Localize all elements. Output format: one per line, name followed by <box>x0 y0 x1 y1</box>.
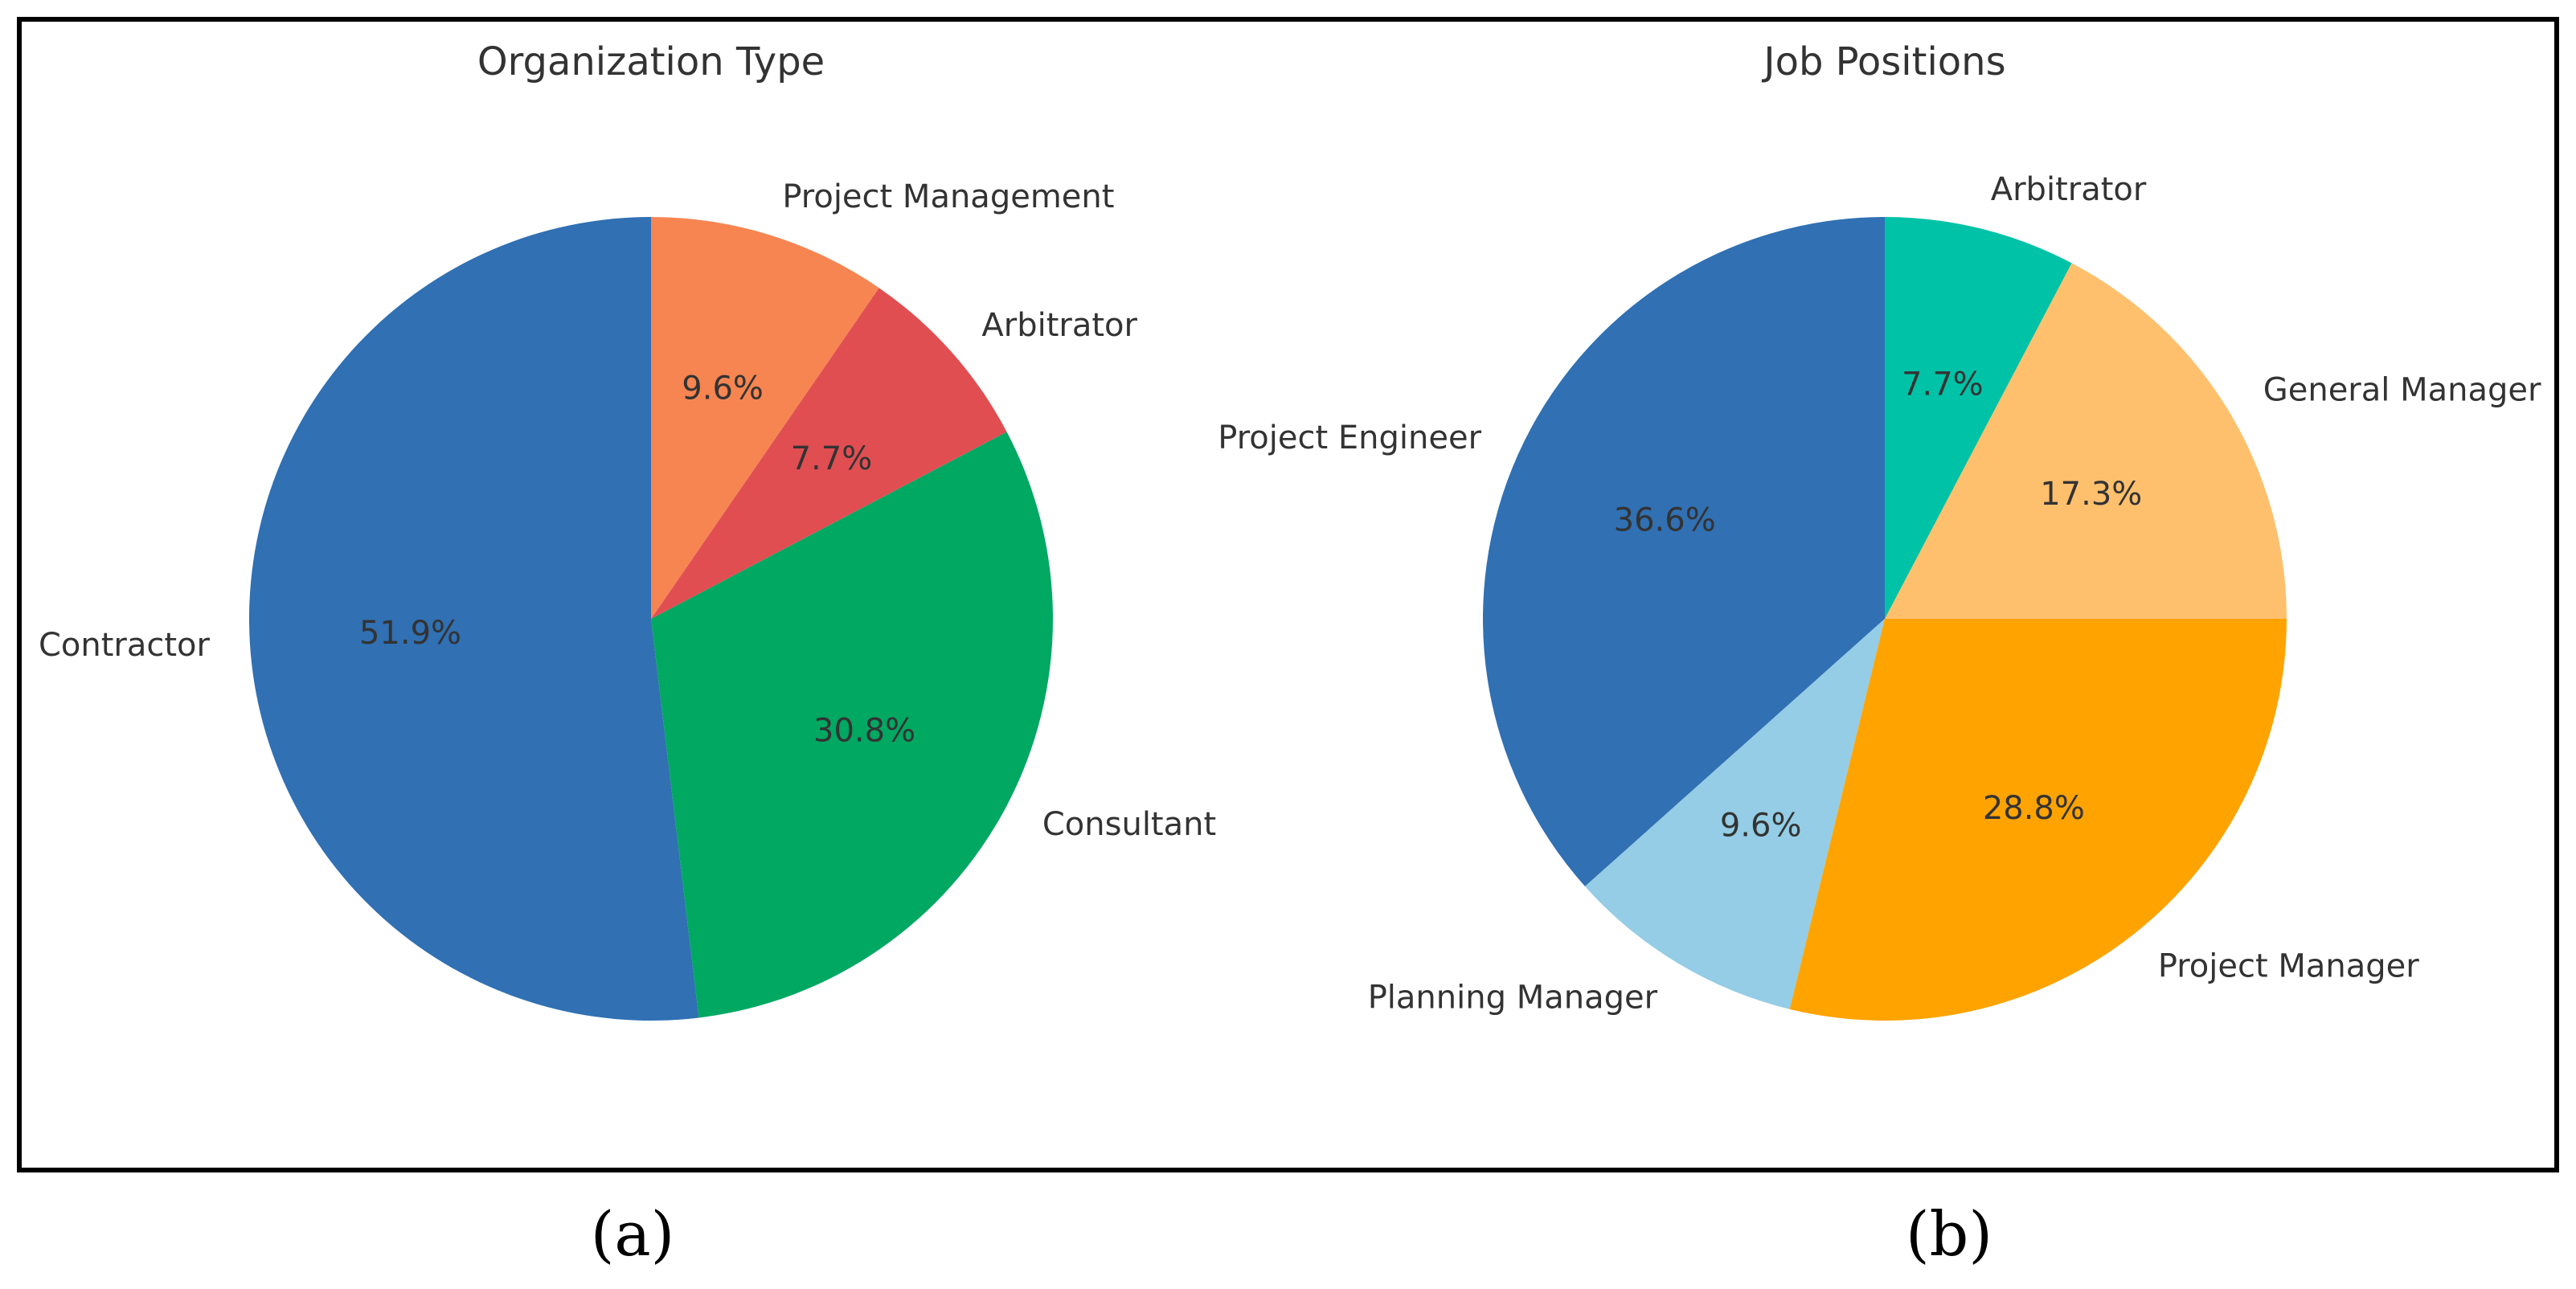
pie-slice-contractor <box>249 217 699 1021</box>
slice-label-contractor: Contractor <box>39 627 211 664</box>
pct-label-contractor: 51.9% <box>359 615 461 652</box>
chart-title: Organization Type <box>477 39 825 84</box>
slice-label-project-management: Project Management <box>782 178 1114 215</box>
pct-label-project-management: 9.6% <box>682 370 764 407</box>
pct-label-arbitrator: 7.7% <box>791 440 873 477</box>
slice-label-general-manager: General Manager <box>2263 372 2541 409</box>
pie-slice-project-manager <box>1789 619 2287 1021</box>
pie-slice-consultant <box>651 432 1053 1018</box>
chart-title: Job Positions <box>1761 39 2005 84</box>
slice-label-planning-manager: Planning Manager <box>1368 980 1658 1017</box>
pie-chart-job-positions: Job Positions 36.6% 9.6% 28.8% 17.3% 7.7% Pr… <box>1218 39 2541 1021</box>
pie-slice-arbitrator <box>1885 217 2072 619</box>
pie-slice-project-management <box>651 217 879 619</box>
pct-label-general-manager: 17.3% <box>2040 476 2142 513</box>
pct-label-planning-manager: 9.6% <box>1720 807 1802 844</box>
slice-label-arbitrator: Arbitrator <box>1991 171 2147 208</box>
pie-slice-project-engineer <box>1483 217 1885 887</box>
pct-label-consultant: 30.8% <box>813 713 915 750</box>
pct-label-project-manager: 28.8% <box>1983 790 2085 827</box>
slice-label-project-engineer: Project Engineer <box>1218 419 1481 456</box>
slice-label-project-manager: Project Manager <box>2158 947 2419 984</box>
pct-label-project-engineer: 36.6% <box>1614 501 1716 538</box>
pie-slice-planning-manager <box>1585 619 1885 1009</box>
pie-slice-arbitrator <box>651 288 1007 619</box>
panel-label-a: (a) <box>591 1198 675 1270</box>
slice-label-consultant: Consultant <box>1042 806 1216 843</box>
pie-chart-organization-type: Organization Type 51.9% 30.8% 7.7% 9.6% Con… <box>39 39 1216 1021</box>
slice-label-arbitrator: Arbitrator <box>981 307 1137 344</box>
panel-label-b: (b) <box>1906 1198 1992 1270</box>
pct-label-arbitrator: 7.7% <box>1902 366 1984 403</box>
pie-slice-general-manager <box>1885 263 2287 619</box>
